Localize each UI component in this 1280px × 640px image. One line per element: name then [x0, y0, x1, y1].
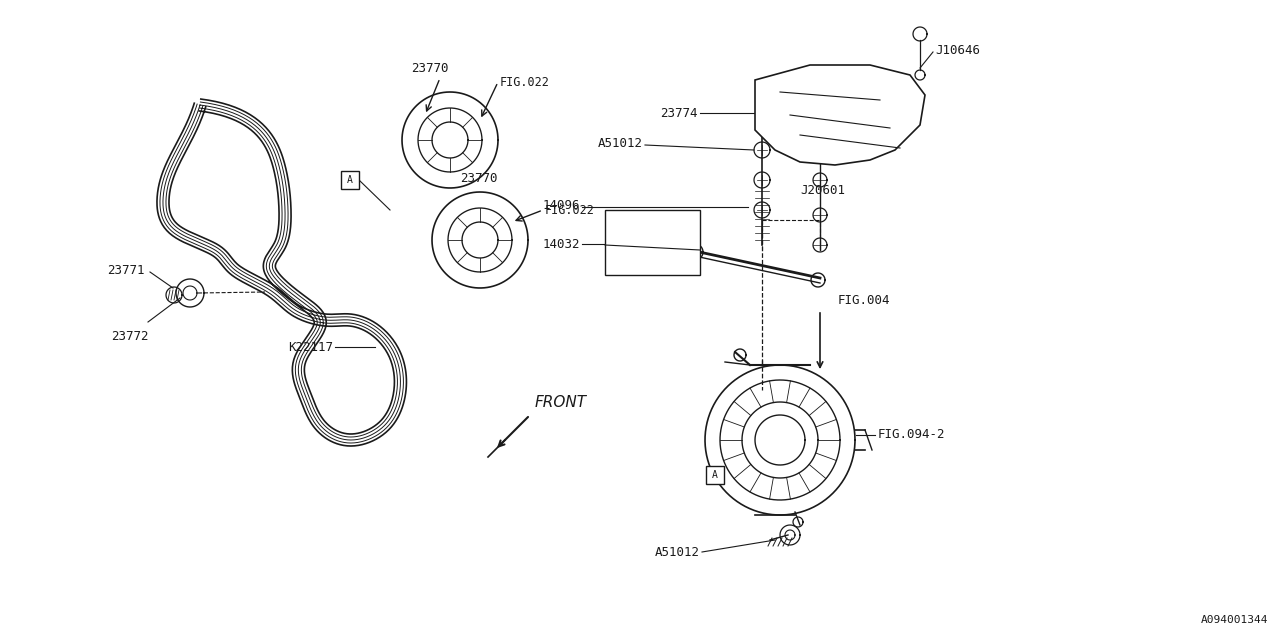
- Polygon shape: [812, 273, 826, 287]
- Text: J10646: J10646: [934, 44, 980, 56]
- Text: A51012: A51012: [655, 545, 700, 559]
- Text: 23774: 23774: [660, 106, 698, 120]
- Polygon shape: [687, 244, 703, 260]
- Polygon shape: [705, 365, 855, 515]
- Text: 23770: 23770: [411, 62, 449, 75]
- Text: J20601: J20601: [800, 184, 845, 196]
- Text: 14096: 14096: [543, 198, 580, 211]
- Polygon shape: [742, 402, 818, 478]
- Text: 23772: 23772: [111, 330, 148, 343]
- Text: A: A: [347, 175, 353, 185]
- Text: K22117: K22117: [288, 340, 333, 353]
- Text: A: A: [712, 470, 718, 480]
- Text: A51012: A51012: [598, 136, 643, 150]
- Text: FIG.004: FIG.004: [838, 294, 891, 307]
- Bar: [605, 210, 700, 275]
- Text: 23771: 23771: [108, 264, 145, 276]
- Text: FIG.022: FIG.022: [545, 204, 595, 216]
- Bar: [707, 466, 724, 484]
- Text: FIG.094-2: FIG.094-2: [878, 429, 946, 442]
- Text: 14032: 14032: [543, 237, 580, 250]
- Bar: [340, 171, 358, 189]
- Polygon shape: [755, 65, 925, 165]
- Text: 23770: 23770: [460, 172, 498, 184]
- Text: FIG.022: FIG.022: [500, 76, 550, 88]
- Text: A094001344: A094001344: [1201, 615, 1268, 625]
- Text: FRONT: FRONT: [535, 395, 588, 410]
